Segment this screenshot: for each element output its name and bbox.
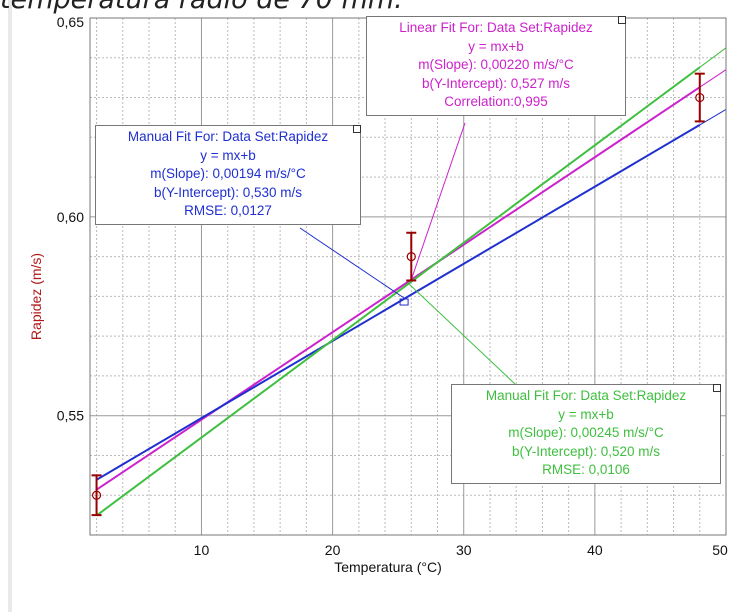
fit-line-2: y = mx+b: [558, 406, 614, 422]
fit-line-3: m(Slope): 0,00194 m/s/°C: [150, 166, 306, 181]
fit-lines: [95, 47, 727, 517]
fit-line: [96, 124, 701, 481]
window-edge: [8, 0, 12, 612]
leader-line: [408, 283, 516, 385]
data-point: [695, 92, 705, 103]
x-axis-label: Temperatura (°C): [334, 559, 442, 575]
y-tick-label: 0,65: [57, 14, 84, 30]
manual-fit-box-blue[interactable]: Manual Fit For: Data Set:Rapidez y = mx+…: [95, 125, 361, 225]
page-caption: temperatura radio de 70 mm.: [0, 0, 403, 15]
x-tick-label: 50: [712, 542, 728, 558]
fit-line-4: b(Y-Intercept): 0,527 m/s: [421, 75, 571, 91]
linear-fit-box[interactable]: Linear Fit For: Data Set:Rapidez y = mx+…: [366, 16, 626, 116]
fit-line-3: m(Slope): 0,00245 m/s/°C: [508, 425, 664, 440]
x-tick-label: 10: [194, 542, 210, 558]
fit-line-4: b(Y-Intercept): 0,520 m/s: [511, 443, 661, 459]
data-point: [91, 490, 102, 500]
y-tick-label: 0,60: [57, 209, 84, 225]
leader-line: [299, 227, 406, 299]
fit-line: [96, 86, 701, 491]
fit-line-1: Linear Fit For: Data Set:Rapidez: [399, 20, 593, 35]
fit-leader-lines: [299, 122, 516, 385]
y-axis-label: Rapidez (m/s): [28, 253, 44, 340]
x-tick-label: 20: [325, 542, 341, 558]
fit-line-4: b(Y-Intercept): 0,530 m/s: [153, 184, 303, 200]
fit-line-5: RMSE: 0,0106: [542, 462, 630, 477]
data-point: [406, 252, 416, 262]
tick-labels: 10 20 30 40 50 0,55 0,60 0,65: [57, 14, 728, 558]
fit-line-1: Manual Fit For: Data Set:Rapidez: [485, 388, 687, 403]
fit-extension: [699, 47, 727, 68]
x-tick-label: 30: [456, 542, 472, 558]
x-tick-label: 40: [587, 542, 603, 558]
data-points: [91, 72, 705, 517]
fit-line-2: y = mx+b: [200, 147, 256, 163]
box-handle-icon[interactable]: [618, 16, 626, 24]
leader-line: [410, 122, 466, 280]
fit-line-5: Correlation:0,995: [444, 94, 548, 109]
fit-line-1: Manual Fit For: Data Set:Rapidez: [127, 129, 329, 144]
fit-line-2: y = mx+b: [468, 38, 524, 54]
fit-line-5: RMSE: 0,0127: [184, 203, 272, 218]
fit-line-3: m(Slope): 0,00220 m/s/°C: [418, 57, 574, 72]
fit-extension: [699, 69, 727, 88]
y-tick-label: 0,55: [57, 408, 84, 424]
box-handle-icon[interactable]: [713, 384, 721, 392]
leader-marker: [399, 298, 409, 306]
manual-fit-box-green[interactable]: Manual Fit For: Data Set:Rapidez y = mx+…: [451, 384, 721, 484]
fit-line: [95, 66, 701, 517]
fit-extension: [699, 109, 727, 126]
box-handle-icon[interactable]: [353, 125, 361, 133]
